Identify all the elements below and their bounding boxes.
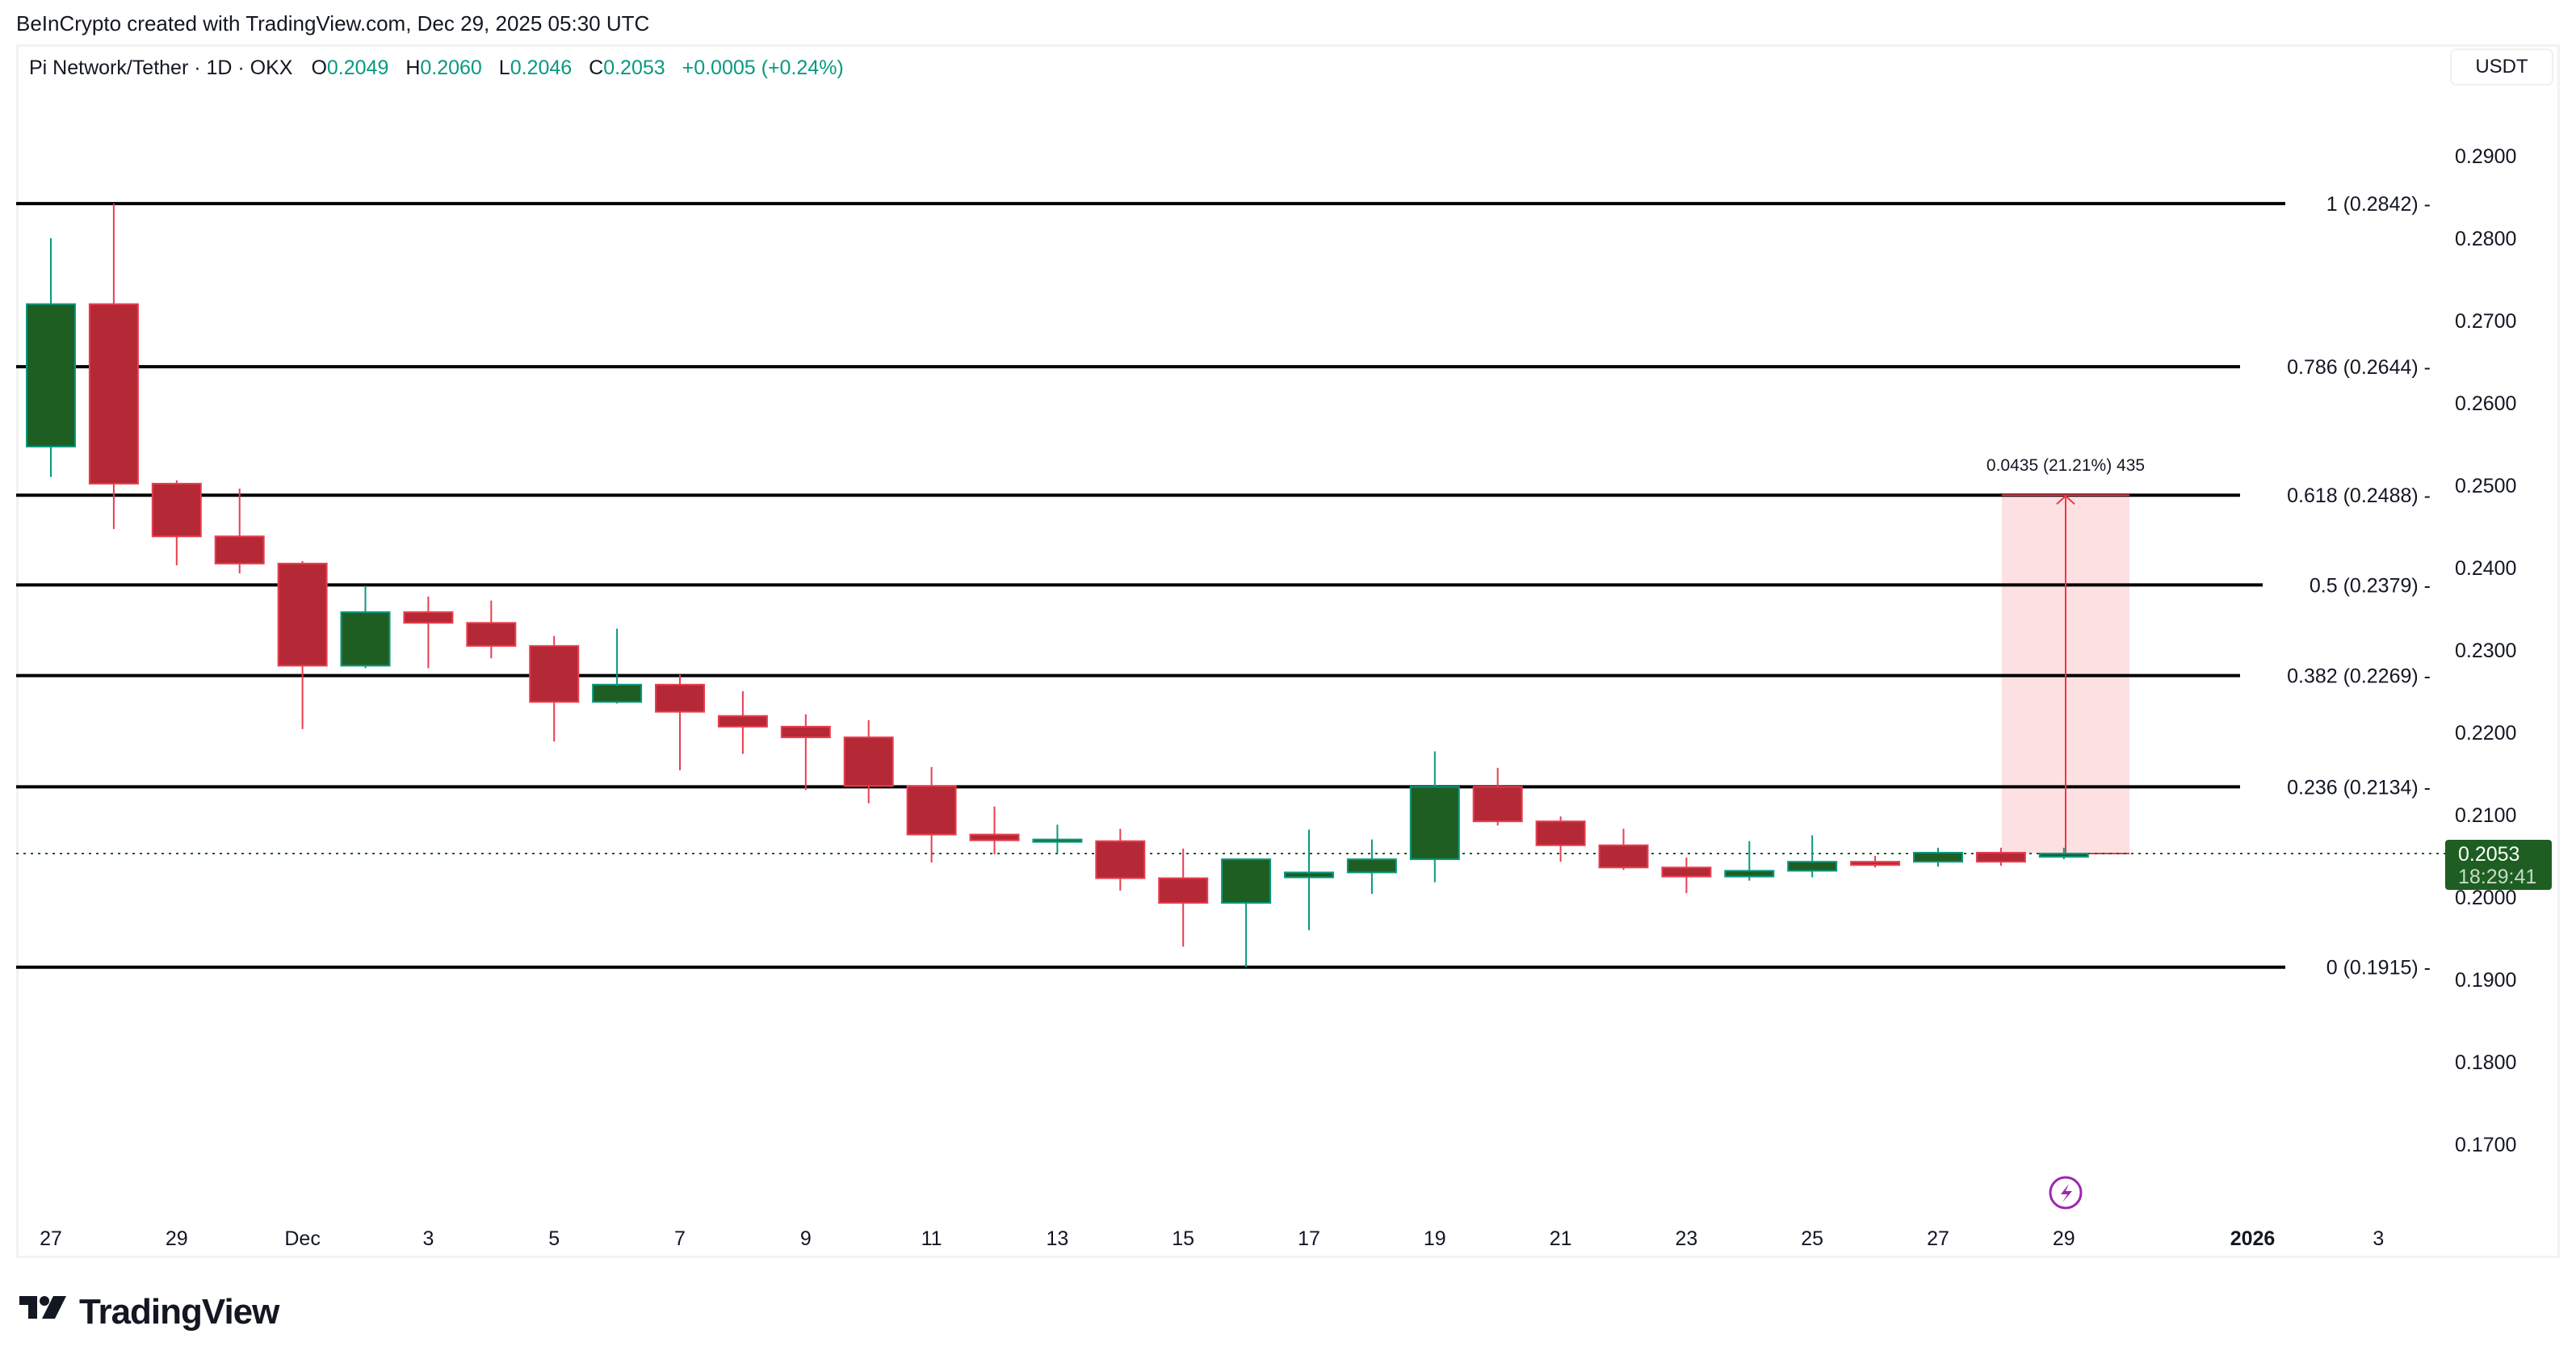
x-axis-tick: 27 <box>1927 1227 1949 1250</box>
tradingview-logo[interactable]: TradingView <box>19 1292 279 1332</box>
fib-level-label: 0.5 (0.2379) - <box>2310 574 2431 597</box>
tradingview-logo-icon <box>19 1296 66 1319</box>
bar-countdown: 18:29:41 <box>2458 866 2537 888</box>
x-axis-tick: 29 <box>2053 1227 2075 1250</box>
y-axis-tick: 0.2200 <box>2455 722 2516 745</box>
open-label: O <box>311 57 327 79</box>
attribution-text: BeInCrypto created with TradingView.com,… <box>16 11 650 36</box>
symbol-legend: Pi Network/Tether · 1D · OKX O0.2049 H0.… <box>29 57 855 80</box>
x-axis-tick: 7 <box>674 1227 686 1250</box>
x-axis-tick: 2026 <box>2230 1227 2276 1250</box>
fib-level-label: 0.618 (0.2488) - <box>2287 485 2431 507</box>
y-axis-tick: 0.2000 <box>2455 887 2516 909</box>
candle-body[interactable] <box>1975 851 2026 863</box>
y-axis-tick: 0.2700 <box>2455 310 2516 333</box>
candle-body[interactable] <box>1535 820 1586 846</box>
close-label: C <box>589 57 604 79</box>
y-axis-tick: 0.2500 <box>2455 475 2516 497</box>
low-label: L <box>498 57 510 79</box>
candle-body[interactable] <box>214 535 265 564</box>
candle-body[interactable] <box>1661 866 1712 878</box>
candle-body[interactable] <box>1598 844 1649 869</box>
high-value: 0.2060 <box>420 57 482 79</box>
x-axis-tick: 3 <box>2373 1227 2384 1250</box>
candle-body[interactable] <box>1850 861 1901 866</box>
candle-body[interactable] <box>1221 858 1272 904</box>
candle-body[interactable] <box>655 683 705 713</box>
candle-body[interactable] <box>1913 851 1963 863</box>
x-axis-tick: 23 <box>1675 1227 1697 1250</box>
candle-body[interactable] <box>403 611 454 624</box>
y-axis-tick: 0.1800 <box>2455 1051 2516 1074</box>
fib-level-label: 0.382 (0.2269) - <box>2287 665 2431 688</box>
candle-body[interactable] <box>1409 786 1460 861</box>
fib-level-label: 0.236 (0.2134) - <box>2287 776 2431 799</box>
candle-body[interactable] <box>529 644 580 703</box>
fib-level-label: 0.786 (0.2644) - <box>2287 356 2431 379</box>
x-axis-tick: 17 <box>1298 1227 1320 1250</box>
candle-body[interactable] <box>969 833 1020 841</box>
x-axis-tick: 13 <box>1046 1227 1068 1250</box>
currency-button[interactable]: USDT <box>2450 48 2553 86</box>
measurement-label: 0.0435 (21.21%) 435 <box>1987 456 2145 475</box>
y-axis-tick: 0.2100 <box>2455 804 2516 827</box>
candle-body[interactable] <box>26 303 76 448</box>
candle-body[interactable] <box>717 715 768 728</box>
x-axis-tick: 9 <box>800 1227 812 1250</box>
x-axis-tick: 11 <box>921 1227 942 1250</box>
x-axis-tick: 15 <box>1172 1227 1194 1250</box>
last-price-value: 0.2053 <box>2458 843 2520 866</box>
close-value: 0.2053 <box>603 57 665 79</box>
candle-body[interactable] <box>843 736 894 787</box>
candle-body[interactable] <box>1787 861 1838 872</box>
x-axis-tick: 25 <box>1801 1227 1823 1250</box>
fib-level-label: 0 (0.1915) - <box>2326 957 2431 980</box>
high-label: H <box>405 57 421 79</box>
candle-body[interactable] <box>780 725 831 739</box>
candle-body[interactable] <box>1095 840 1146 879</box>
low-value: 0.2046 <box>510 57 573 79</box>
candle-body[interactable] <box>88 303 139 485</box>
candle-body[interactable] <box>592 683 643 703</box>
y-axis-tick: 0.1900 <box>2455 969 2516 992</box>
x-axis-tick: 29 <box>166 1227 188 1250</box>
candle-body[interactable] <box>906 785 957 836</box>
y-axis-tick: 0.1700 <box>2455 1134 2516 1156</box>
x-axis-tick: Dec <box>284 1227 320 1250</box>
y-axis-tick: 0.2600 <box>2455 392 2516 415</box>
x-axis-tick: 21 <box>1550 1227 1572 1250</box>
candle-body[interactable] <box>340 611 391 667</box>
x-axis-tick: 3 <box>422 1227 434 1250</box>
candle-body[interactable] <box>2038 852 2089 858</box>
x-axis-tick: 19 <box>1424 1227 1446 1250</box>
x-axis-tick: 27 <box>40 1227 62 1250</box>
event-lightning-icon[interactable] <box>2049 1176 2083 1210</box>
candle-body[interactable] <box>1158 877 1209 904</box>
measurement-arrow-head-icon <box>2056 494 2075 505</box>
candle-body[interactable] <box>277 562 328 667</box>
y-axis-tick: 0.2800 <box>2455 228 2516 250</box>
y-axis-tick: 0.2300 <box>2455 640 2516 662</box>
candle-body[interactable] <box>151 482 202 538</box>
candle-body[interactable] <box>1284 871 1334 879</box>
y-axis-tick: 0.2400 <box>2455 557 2516 580</box>
tradingview-logo-text: TradingView <box>79 1292 279 1332</box>
candle-body[interactable] <box>1346 858 1397 874</box>
fib-level-label: 1 (0.2842) - <box>2326 193 2431 216</box>
candle-body[interactable] <box>1724 870 1775 878</box>
symbol-name[interactable]: Pi Network/Tether · 1D · OKX <box>29 57 293 79</box>
candle-body[interactable] <box>466 622 517 647</box>
y-axis-tick: 0.2900 <box>2455 145 2516 168</box>
open-value: 0.2049 <box>326 57 389 79</box>
chart-frame[interactable] <box>16 44 2560 1258</box>
candle-body[interactable] <box>1472 786 1523 823</box>
change-value: +0.0005 (+0.24%) <box>682 57 844 79</box>
last-price-tag: 0.2053 18:29:41 <box>2445 840 2552 890</box>
x-axis-tick: 5 <box>548 1227 560 1250</box>
candle-body[interactable] <box>1032 838 1083 843</box>
